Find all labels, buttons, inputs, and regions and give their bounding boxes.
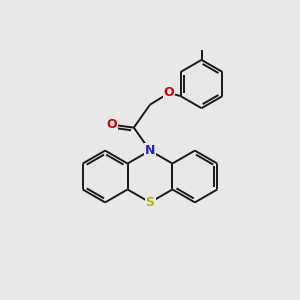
Text: N: N [145, 144, 155, 157]
Text: O: O [164, 86, 175, 99]
Text: O: O [106, 118, 117, 131]
Text: S: S [146, 196, 154, 209]
